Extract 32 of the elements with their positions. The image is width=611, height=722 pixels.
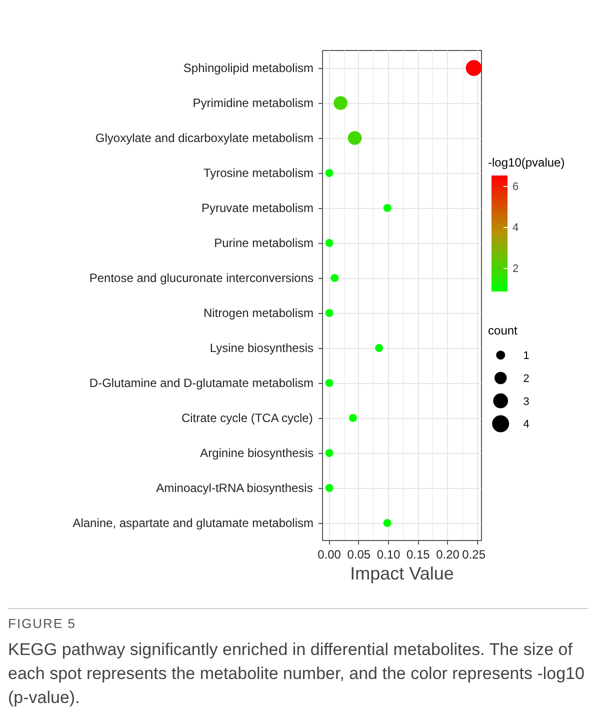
x-tick-label: 0.10 bbox=[376, 548, 401, 562]
y-tick-label: Alanine, aspartate and glutamate metabolism bbox=[72, 516, 314, 530]
y-tick-label: Arginine biosynthesis bbox=[200, 446, 314, 460]
legend-title: count bbox=[488, 324, 518, 338]
x-tick-label: 0.15 bbox=[406, 548, 430, 562]
legend-label: 4 bbox=[523, 418, 530, 431]
legend-label: 2 bbox=[523, 372, 530, 385]
x-tick-label: 0.25 bbox=[462, 548, 486, 562]
color-bar-label: 4 bbox=[512, 222, 519, 234]
x-tick-label: 0.20 bbox=[436, 548, 460, 562]
y-tick-label: Purine metabolism bbox=[214, 236, 314, 250]
y-tick-label: D-Glutamine and D-glutamate metabolism bbox=[89, 376, 314, 390]
y-tick-label: Pentose and glucuronate interconversions bbox=[89, 271, 314, 285]
color-bar-label: 6 bbox=[512, 181, 519, 194]
caption: FIGURE 5 bbox=[8, 615, 77, 633]
y-tick-label: Tyrosine metabolism bbox=[203, 166, 314, 180]
y-tick-label: Glyoxylate and dicarboxylate metabolism bbox=[95, 131, 314, 145]
text: KEGG pathway significantly enriched in differential metabolites. The size of each spot represents the metabolite number, and the color represents -log10 (p-value). bbox=[8, 638, 586, 709]
color-bar-label: 2 bbox=[512, 263, 519, 276]
y-tick-label: Citrate cycle (TCA cycle) bbox=[181, 411, 313, 425]
y-tick-label: Sphingolipid metabolism bbox=[183, 61, 314, 75]
y-tick-label: Aminoacyl-tRNA biosynthesis bbox=[156, 481, 313, 495]
color-bar-title: -log10(pvalue) bbox=[488, 155, 565, 170]
x-axis-title: Impact Value bbox=[350, 564, 454, 584]
legend-label: 3 bbox=[523, 396, 530, 408]
y-tick-label: Pyruvate metabolism bbox=[201, 201, 314, 215]
y-tick-label: Pyrimidine metabolism bbox=[192, 96, 314, 110]
y-tick-label: Nitrogen metabolism bbox=[203, 306, 314, 320]
y-tick-label: Lysine biosynthesis bbox=[210, 341, 314, 355]
legend-label: 1 bbox=[523, 350, 530, 362]
x-tick-label: 0.05 bbox=[347, 548, 371, 562]
x-tick-label: 0.00 bbox=[318, 548, 342, 562]
